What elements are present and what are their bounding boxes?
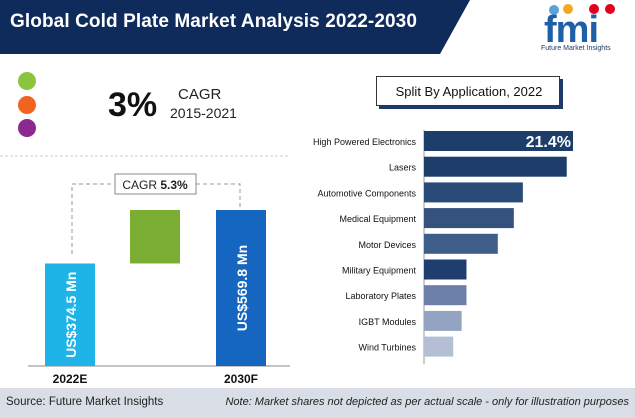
legend-dot-purple bbox=[18, 119, 36, 137]
application-bar-value-label: 21.4% bbox=[526, 134, 571, 151]
cagr-annotation-label: CAGR bbox=[122, 178, 157, 192]
footer-source: Source: Future Market Insights bbox=[6, 396, 164, 408]
footer: Source: Future Market Insights Note: Mar… bbox=[0, 388, 635, 418]
bulb-icon bbox=[563, 4, 573, 14]
application-bar bbox=[424, 131, 573, 151]
application-split-chart: High Powered Electronics 21.4% Lasers Autom… bbox=[313, 130, 573, 364]
application-bar bbox=[424, 310, 462, 331]
cagr-label: CAGR bbox=[178, 86, 222, 103]
application-category-label: Military Equipment bbox=[342, 266, 417, 276]
market-bar-value-label: US$569.8 Mn bbox=[234, 245, 250, 331]
application-bar bbox=[424, 233, 498, 254]
header-band bbox=[0, 0, 470, 54]
cagr-connector bbox=[71, 183, 115, 254]
application-category-label: Wind Turbines bbox=[358, 343, 416, 353]
header: Global Cold Plate Market Analysis 2022-2… bbox=[0, 0, 635, 62]
header-band-shape bbox=[0, 0, 470, 54]
fmi-logo: fmi bbox=[544, 4, 615, 51]
cagr-annotation-text: CAGR 5.3% bbox=[122, 178, 188, 192]
market-bar-category-label: 2022E bbox=[53, 372, 88, 386]
legend-dot-orange bbox=[18, 96, 36, 114]
cagr-annotation-value: 5.3% bbox=[160, 178, 188, 192]
application-category-label: IGBT Modules bbox=[359, 317, 417, 327]
cagr-connector-right bbox=[196, 183, 241, 208]
cagr-period: 2015-2021 bbox=[170, 105, 237, 121]
application-bar bbox=[424, 336, 454, 357]
left-bars: US$374.5 Mn 2022E US$569.8 Mn 2030F bbox=[45, 210, 266, 386]
shopping-cart-icon bbox=[549, 5, 559, 15]
market-size-chart: CAGR 5.3% US$374.5 Mn 2022E US$569.8 Mn 203… bbox=[0, 155, 290, 386]
market-increment-bar bbox=[130, 210, 180, 264]
application-bar bbox=[424, 156, 567, 177]
application-bar bbox=[424, 285, 467, 306]
market-bar-category-label: 2030F bbox=[224, 372, 258, 386]
medicine-icon bbox=[605, 4, 615, 14]
application-category-label: High Powered Electronics bbox=[313, 137, 417, 147]
logo-letters: fmi bbox=[544, 9, 598, 51]
cagr-annotation-box bbox=[114, 173, 197, 195]
application-category-label: Automotive Components bbox=[317, 188, 416, 198]
application-category-label: Motor Devices bbox=[358, 240, 416, 250]
split-title-box: Split By Application, 2022 bbox=[376, 76, 560, 106]
page-title: Global Cold Plate Market Analysis 2022-2… bbox=[10, 11, 417, 32]
split-title: Split By Application, 2022 bbox=[395, 84, 543, 99]
cagr-value: 3% bbox=[108, 86, 158, 124]
application-bar bbox=[424, 208, 514, 229]
footer-note: Note: Market shares not depicted as per … bbox=[225, 396, 629, 408]
right-bars: High Powered Electronics 21.4% Lasers Autom… bbox=[313, 131, 573, 357]
application-bar bbox=[424, 259, 467, 280]
logo-icons bbox=[549, 4, 615, 15]
application-category-label: Medical Equipment bbox=[339, 214, 416, 224]
legend-dot-green bbox=[18, 72, 36, 90]
application-category-label: Laboratory Plates bbox=[345, 291, 416, 301]
application-category-label: Lasers bbox=[389, 163, 417, 173]
car-icon bbox=[589, 4, 599, 14]
market-bar-value-label: US$374.5 Mn bbox=[63, 272, 79, 358]
market-bar-2030F bbox=[216, 210, 266, 366]
application-bar bbox=[424, 182, 523, 203]
market-bar-2022E bbox=[45, 263, 95, 366]
logo-tagline: Future Market Insights bbox=[541, 45, 611, 52]
